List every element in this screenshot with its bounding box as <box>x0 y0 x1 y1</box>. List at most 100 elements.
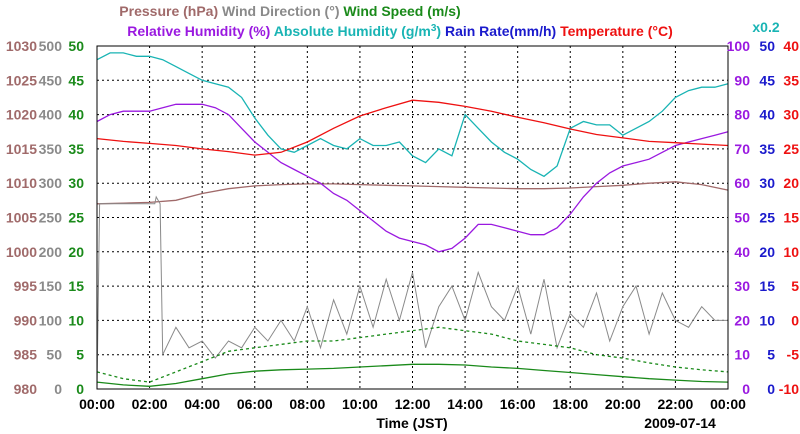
humidity-tick-label: 100 <box>727 38 751 54</box>
wind-speed-tick-label: 15 <box>68 278 84 294</box>
series-line <box>96 326 729 383</box>
wind-speed-tick-label: 45 <box>68 72 84 88</box>
rain-rate-tick-label: 40 <box>759 107 775 123</box>
humidity-tick-label: 40 <box>734 244 750 260</box>
grid <box>97 46 728 389</box>
legend-entry: Wind Direction (°) <box>218 3 339 19</box>
series-line <box>96 195 728 390</box>
legend-entry-close: ) <box>436 23 441 39</box>
wind-speed-tick-label: 50 <box>68 38 84 54</box>
x-tick-label: 12:00 <box>395 396 431 412</box>
wind-direction-tick-label: 350 <box>39 141 63 157</box>
series-line <box>96 52 729 178</box>
legend-entry-superscript: 3 <box>431 23 437 34</box>
wind-speed-tick-label: 5 <box>76 347 84 363</box>
wind-direction-tick-label: 450 <box>39 72 63 88</box>
rain-rate-tick-label: 15 <box>759 278 775 294</box>
humidity-tick-label: 80 <box>734 107 750 123</box>
temperature-tick-label: 25 <box>783 141 799 157</box>
x-tick-label: 14:00 <box>447 396 483 412</box>
temperature-tick-label: -5 <box>787 347 800 363</box>
pressure-tick-label: 985 <box>14 347 38 363</box>
plot-frame <box>96 45 729 390</box>
rain-rate-tick-label: 25 <box>759 210 775 226</box>
x-tick-label: 04:00 <box>184 396 220 412</box>
legend-entry: Pressure (hPa) <box>119 3 218 19</box>
humidity-tick-label: 50 <box>734 210 750 226</box>
rain-rate-tick-label: 45 <box>759 72 775 88</box>
wind-direction-tick-label: 500 <box>39 38 63 54</box>
series-line <box>96 99 729 156</box>
series-line <box>96 363 729 387</box>
temperature-tick-label: 40 <box>783 38 799 54</box>
x-axis: 00:00 02:00 04:00 06:00 08:00 10:00 12:00 14:00… <box>79 396 746 412</box>
pressure-tick-label: 1015 <box>6 141 37 157</box>
pressure-tick-label: 980 <box>14 381 38 397</box>
temperature-tick-label: 10 <box>783 244 799 260</box>
rain-rate-tick-label: 5 <box>767 347 775 363</box>
pressure-tick-label: 1020 <box>6 107 37 123</box>
humidity-tick-label: 10 <box>734 347 750 363</box>
pressure-tick-label: 990 <box>14 312 38 328</box>
rain-rate-tick-label: 0 <box>767 381 775 397</box>
date-label: 2009-07-14 <box>644 415 716 431</box>
wind-speed-tick-label: 10 <box>68 312 84 328</box>
humidity-tick-label: 0 <box>742 381 750 397</box>
wind-direction-tick-label: 300 <box>39 175 63 191</box>
temperature-tick-label: -10 <box>779 381 799 397</box>
pressure-tick-label: 1005 <box>6 210 37 226</box>
legend-entry: Relative Humidity (%) <box>127 23 270 39</box>
legend-row-1: Pressure (hPa) Wind Direction (°) Wind S… <box>119 3 460 19</box>
legend-entry: Absolute Humidity (g/m <box>270 23 430 39</box>
wind-direction-tick-label: 0 <box>54 381 62 397</box>
temperature-tick-label: 35 <box>783 72 799 88</box>
absolute-humidity-factor-label: x0.2 <box>752 19 779 35</box>
temperature-tick-label: 15 <box>783 210 799 226</box>
pressure-tick-label: 1030 <box>6 38 37 54</box>
wind-direction-tick-label: 100 <box>39 312 63 328</box>
x-tick-label: 16:00 <box>500 396 536 412</box>
rain-rate-tick-label: 30 <box>759 175 775 191</box>
humidity-tick-label: 90 <box>734 72 750 88</box>
x-tick-label: 02:00 <box>132 396 168 412</box>
wind-speed-tick-label: 40 <box>68 107 84 123</box>
pressure-tick-label: 1010 <box>6 175 37 191</box>
humidity-tick-label: 60 <box>734 175 750 191</box>
pressure-tick-label: 1000 <box>6 244 37 260</box>
right-axes: 1009080706050403020100504540353025201510… <box>727 38 800 397</box>
legend-entry: Wind Speed (m/s) <box>339 3 460 19</box>
humidity-tick-label: 30 <box>734 278 750 294</box>
wind-speed-tick-label: 25 <box>68 210 84 226</box>
rain-rate-tick-label: 20 <box>759 244 775 260</box>
x-tick-label: 00:00 <box>710 396 746 412</box>
left-axes: 1030102510201015101010051000995990985980… <box>6 38 84 397</box>
wind-speed-tick-label: 30 <box>68 175 84 191</box>
humidity-tick-label: 20 <box>734 312 750 328</box>
legend-entry: Temperature (°C) <box>556 23 673 39</box>
x-tick-label: 20:00 <box>605 396 641 412</box>
temperature-tick-label: 0 <box>791 312 799 328</box>
rain-rate-tick-label: 35 <box>759 141 775 157</box>
series-line <box>96 103 729 253</box>
temperature-tick-label: 20 <box>783 175 799 191</box>
wind-direction-tick-label: 50 <box>46 347 62 363</box>
legend-row-2: Relative Humidity (%) Absolute Humidity … <box>127 23 673 40</box>
x-tick-label: 08:00 <box>289 396 325 412</box>
series-group <box>96 52 729 390</box>
wind-direction-tick-label: 200 <box>39 244 63 260</box>
legend: Pressure (hPa) Wind Direction (°) Wind S… <box>119 3 780 39</box>
wind-direction-tick-label: 400 <box>39 107 63 123</box>
wind-speed-tick-label: 35 <box>68 141 84 157</box>
series-line <box>96 181 729 205</box>
wind-speed-tick-label: 20 <box>68 244 84 260</box>
x-tick-label: 18:00 <box>552 396 588 412</box>
wind-speed-tick-label: 0 <box>76 381 84 397</box>
wind-direction-tick-label: 250 <box>39 210 63 226</box>
pressure-tick-label: 1025 <box>6 72 37 88</box>
humidity-tick-label: 70 <box>734 141 750 157</box>
x-tick-label: 22:00 <box>658 396 694 412</box>
temperature-tick-label: 30 <box>783 107 799 123</box>
wind-direction-tick-label: 150 <box>39 278 63 294</box>
x-tick-label: 00:00 <box>79 396 115 412</box>
